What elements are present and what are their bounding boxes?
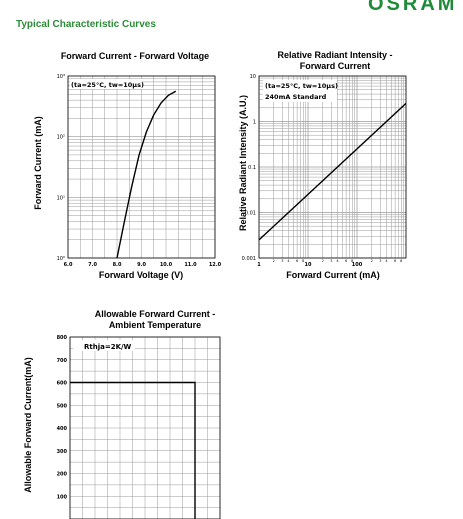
chart1-x-tick-label: 9.0 xyxy=(137,262,146,268)
chart1-x-axis-label: Forward Voltage (V) xyxy=(98,270,184,280)
chart2-x-minor-label: 2 xyxy=(322,259,324,263)
chart3-annotation-bg xyxy=(73,340,135,351)
chart2-series-line xyxy=(258,102,407,241)
chart3-y-tick-label: 700 xyxy=(57,358,68,364)
chart1-y-tick-label: 10² xyxy=(57,135,65,141)
chart2-title-line-1: Relative Radiant Intensity - xyxy=(277,50,393,60)
chart3-y-tick-label: 300 xyxy=(57,449,68,455)
chart1-y-tick-label: 10¹ xyxy=(57,195,65,201)
chart1-x-tick-label: 11.0 xyxy=(184,262,197,268)
chart1-x-tick-label: 6.0 xyxy=(64,262,73,268)
chart2-x-minor-label: 4 xyxy=(385,259,388,263)
chart2-y-tick-label: 0.001 xyxy=(242,256,256,262)
chart2-x-minor-label: 6 xyxy=(345,259,347,263)
chart2-x-minor-label: 2 xyxy=(273,259,275,263)
chart3-y-tick-label: 200 xyxy=(57,472,68,478)
chart2-x-minor-label: 4 xyxy=(336,259,339,263)
chart3-title: Allowable Forward Current - Ambient Temp… xyxy=(60,309,250,331)
chart1-y-tick-label: 10⁰ xyxy=(57,256,65,262)
chart3-annotation: Rthja=2K/W xyxy=(84,343,132,351)
chart2-x-minor-label: 6 xyxy=(394,259,396,263)
chart2-y-tick-label: 10 xyxy=(250,74,256,80)
chart2-x-minor-label: 8 xyxy=(400,259,402,263)
chart3-title-line-2: Ambient Temperature xyxy=(108,320,202,330)
chart1-plot-frame xyxy=(67,75,216,259)
chart2-x-minor-label: 6 xyxy=(296,259,298,263)
chart2-title: Relative Radiant Intensity - Forward Cur… xyxy=(250,50,420,72)
chart2-x-minor-label: 8 xyxy=(351,259,353,263)
chart2-title-line-2: Forward Current xyxy=(299,61,371,71)
chart1-x-tick-label: 12.0 xyxy=(209,262,222,268)
chart3-y-tick-label: 800 xyxy=(57,335,68,341)
chart1-x-tick-label: 10.0 xyxy=(160,262,173,268)
chart1-x-tick-label: 8.0 xyxy=(113,262,122,268)
chart2-x-minor-label: 4 xyxy=(287,259,290,263)
chart2-x-minor-label: 2 xyxy=(371,259,373,263)
chart3-y-tick-label: 400 xyxy=(57,426,68,432)
brand-logo: OSRAM xyxy=(368,0,458,11)
section-title: Typical Characteristic Curves xyxy=(16,19,156,30)
chart2-x-minor-label: 8 xyxy=(302,259,304,263)
chart2-plot-frame xyxy=(258,75,407,259)
chart1-x-tick-label: 7.0 xyxy=(88,262,97,268)
chart3-title-line-1: Allowable Forward Current - xyxy=(94,309,216,319)
chart2-x-tick-label: 100 xyxy=(352,262,363,268)
chart2-x-minor-label: 3 xyxy=(379,259,381,263)
chart1-y-tick-label: 10³ xyxy=(57,74,65,80)
chart2-y-tick-label: 1 xyxy=(253,120,256,126)
chart2-annotation-bg xyxy=(263,80,337,102)
chart3-plot-frame xyxy=(69,336,221,519)
chart2-x-tick-label: 10 xyxy=(305,262,312,268)
chart1-series-line xyxy=(116,90,177,259)
chart1-title-line-1: Forward Current - Forward Voltage xyxy=(60,51,210,61)
chart2-x-axis-label: Forward Current (mA) xyxy=(286,270,380,280)
chart3-y-tick-label: 100 xyxy=(57,494,68,500)
chart3-y-tick-label: 500 xyxy=(57,403,68,409)
chart1-annotation-bg xyxy=(70,79,142,89)
chart2-annotation: (ta=25°C, tw=10µs) xyxy=(265,82,338,90)
chart3-series-line xyxy=(70,381,196,519)
chart1-title: Forward Current - Forward Voltage xyxy=(40,51,230,62)
chart1-annotation: (ta=25°C, tw=10µs) xyxy=(71,81,144,89)
chart2-x-minor-label: 3 xyxy=(330,259,332,263)
chart2-annotation-2: 240mA Standard xyxy=(265,93,327,101)
chart3-y-tick-label: 600 xyxy=(57,381,68,387)
chart2-x-minor-label: 3 xyxy=(281,259,283,263)
chart2-y-tick-label: 0.01 xyxy=(245,211,256,217)
chart2-x-tick-label: 1 xyxy=(257,262,261,268)
chart2-y-tick-label: 0.1 xyxy=(248,165,256,171)
